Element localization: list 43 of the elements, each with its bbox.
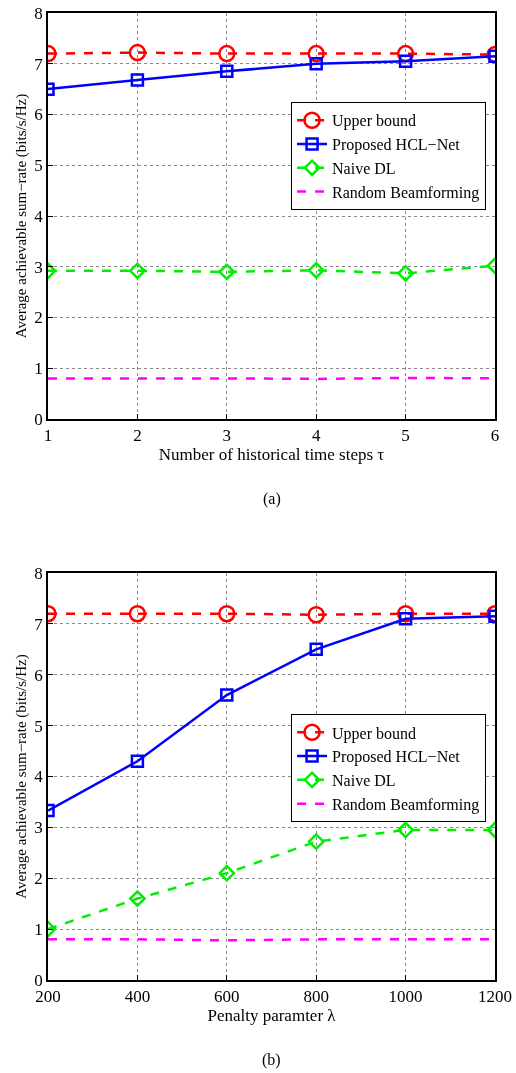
- x-tick-label: 3: [222, 426, 232, 446]
- y-tick-label: 4: [34, 206, 44, 226]
- y-tick-label: 7: [34, 54, 44, 74]
- y-axis-title: Average achievable sum−rate (bits/s/Hz): [13, 654, 31, 899]
- legend-label: Naive DL: [332, 160, 396, 178]
- y-tick-label: 8: [34, 3, 43, 23]
- x-tick-label: 200: [35, 987, 61, 1007]
- legend-label: Proposed HCL−Net: [332, 136, 461, 155]
- text: (b): [262, 1051, 281, 1069]
- y-tick-label: 3: [34, 818, 43, 838]
- x-tick-label: 800: [303, 987, 329, 1007]
- y-tick-label: 0: [34, 409, 43, 429]
- y-tick-label: 8: [34, 563, 43, 583]
- x-tick-label: 1200: [478, 987, 512, 1007]
- y-tick-label: 7: [34, 614, 44, 634]
- x-tick-label: 5: [401, 426, 410, 446]
- legend-label: Random Beamforming: [332, 183, 480, 202]
- y-tick-label: 1: [34, 920, 43, 940]
- x-tick-label: 400: [124, 987, 151, 1007]
- x-tick-label: 4: [311, 426, 321, 446]
- x-axis-title: Number of historical time steps τ: [158, 445, 385, 465]
- x-tick-label: 2: [133, 426, 142, 446]
- legend-label: Random Beamforming: [332, 795, 480, 814]
- x-tick-label: 6: [490, 426, 500, 446]
- legend-label: Upper bound: [332, 724, 417, 743]
- y-tick-label: 6: [34, 105, 43, 125]
- y-tick-label: 6: [34, 665, 43, 685]
- x-axis-title: Penalty paramter λ: [207, 1006, 337, 1026]
- y-tick-label: 1: [34, 359, 43, 379]
- y-axis-title: Average achievable sum−rate (bits/s/Hz): [13, 93, 31, 339]
- text: (a): [263, 490, 281, 508]
- y-tick-label: 0: [34, 970, 43, 990]
- y-tick-label: 2: [34, 869, 43, 889]
- y-tick-label: 5: [34, 156, 43, 176]
- legend-label: Proposed HCL−Net: [332, 748, 461, 767]
- legend-label: Naive DL: [332, 772, 396, 790]
- y-tick-label: 4: [34, 767, 44, 787]
- y-tick-label: 2: [34, 308, 43, 328]
- legend-label: Upper bound: [332, 112, 417, 131]
- x-tick-label: 1000: [388, 987, 423, 1007]
- y-tick-label: 3: [34, 257, 43, 277]
- x-tick-label: 600: [214, 987, 240, 1007]
- y-tick-label: 5: [34, 716, 43, 736]
